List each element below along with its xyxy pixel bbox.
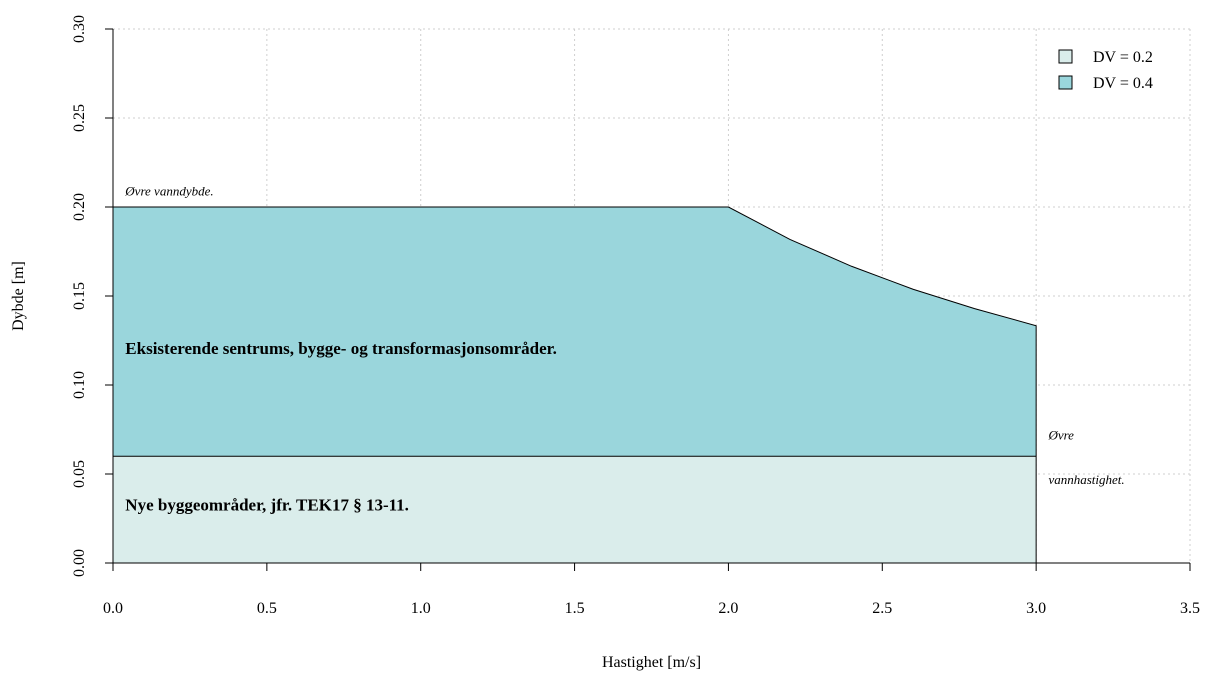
y-tick-label: 0.20 xyxy=(71,193,88,221)
y-tick-label: 0.30 xyxy=(71,15,88,43)
areas xyxy=(113,206,1037,563)
x-tick-label: 1.0 xyxy=(411,600,431,617)
y-tick-label: 0.15 xyxy=(71,282,88,310)
y-axis-title: Dybde [m] xyxy=(10,261,27,331)
annotation-ovre-2: vannhastighet. xyxy=(1048,472,1124,487)
x-tick-label: 1.5 xyxy=(565,600,585,617)
x-axis-title: Hastighet [m/s] xyxy=(602,654,701,671)
area-dv-0-4 xyxy=(113,207,1037,457)
axes: 0.0 0.5 1.0 1.5 2.0 2.5 3.0 3.5 0.00 0.05 0.10 0.15… xyxy=(71,15,1200,617)
x-tick-label: 3.5 xyxy=(1180,600,1200,617)
annotation-ovre-vanndybde: Øvre vanndybde. xyxy=(124,183,213,198)
y-tick-label: 0.05 xyxy=(71,460,88,488)
y-tick-label: 0.00 xyxy=(71,549,88,577)
annotation-ovre-1: Øvre xyxy=(1047,427,1074,442)
legend-swatch xyxy=(1058,49,1073,64)
area-dv-0-2 xyxy=(113,456,1037,563)
legend-label: DV = 0.2 xyxy=(1093,49,1153,66)
legend: DV = 0.2 DV = 0.4 xyxy=(1058,49,1153,92)
legend-label: DV = 0.4 xyxy=(1093,75,1153,92)
x-tick-label: 0.0 xyxy=(103,600,123,617)
y-tick-label: 0.25 xyxy=(71,104,88,132)
x-tick-label: 2.0 xyxy=(718,600,738,617)
x-tick-label: 3.0 xyxy=(1026,600,1046,617)
annotation-eksisterende: Eksisterende sentrums, bygge- og transfo… xyxy=(125,339,557,358)
series-line-dv-0-4 xyxy=(113,206,1037,563)
x-tick-label: 2.5 xyxy=(872,600,892,617)
legend-swatch xyxy=(1058,75,1073,90)
x-tick-label: 0.5 xyxy=(257,600,277,617)
annotation-nye-bygg: Nye byggeområder, jfr. TEK17 § 13-11. xyxy=(125,495,409,514)
annotations: Øvre vanndybde. Eksisterende sentrums, by… xyxy=(124,183,1124,514)
y-tick-label: 0.10 xyxy=(71,371,88,399)
